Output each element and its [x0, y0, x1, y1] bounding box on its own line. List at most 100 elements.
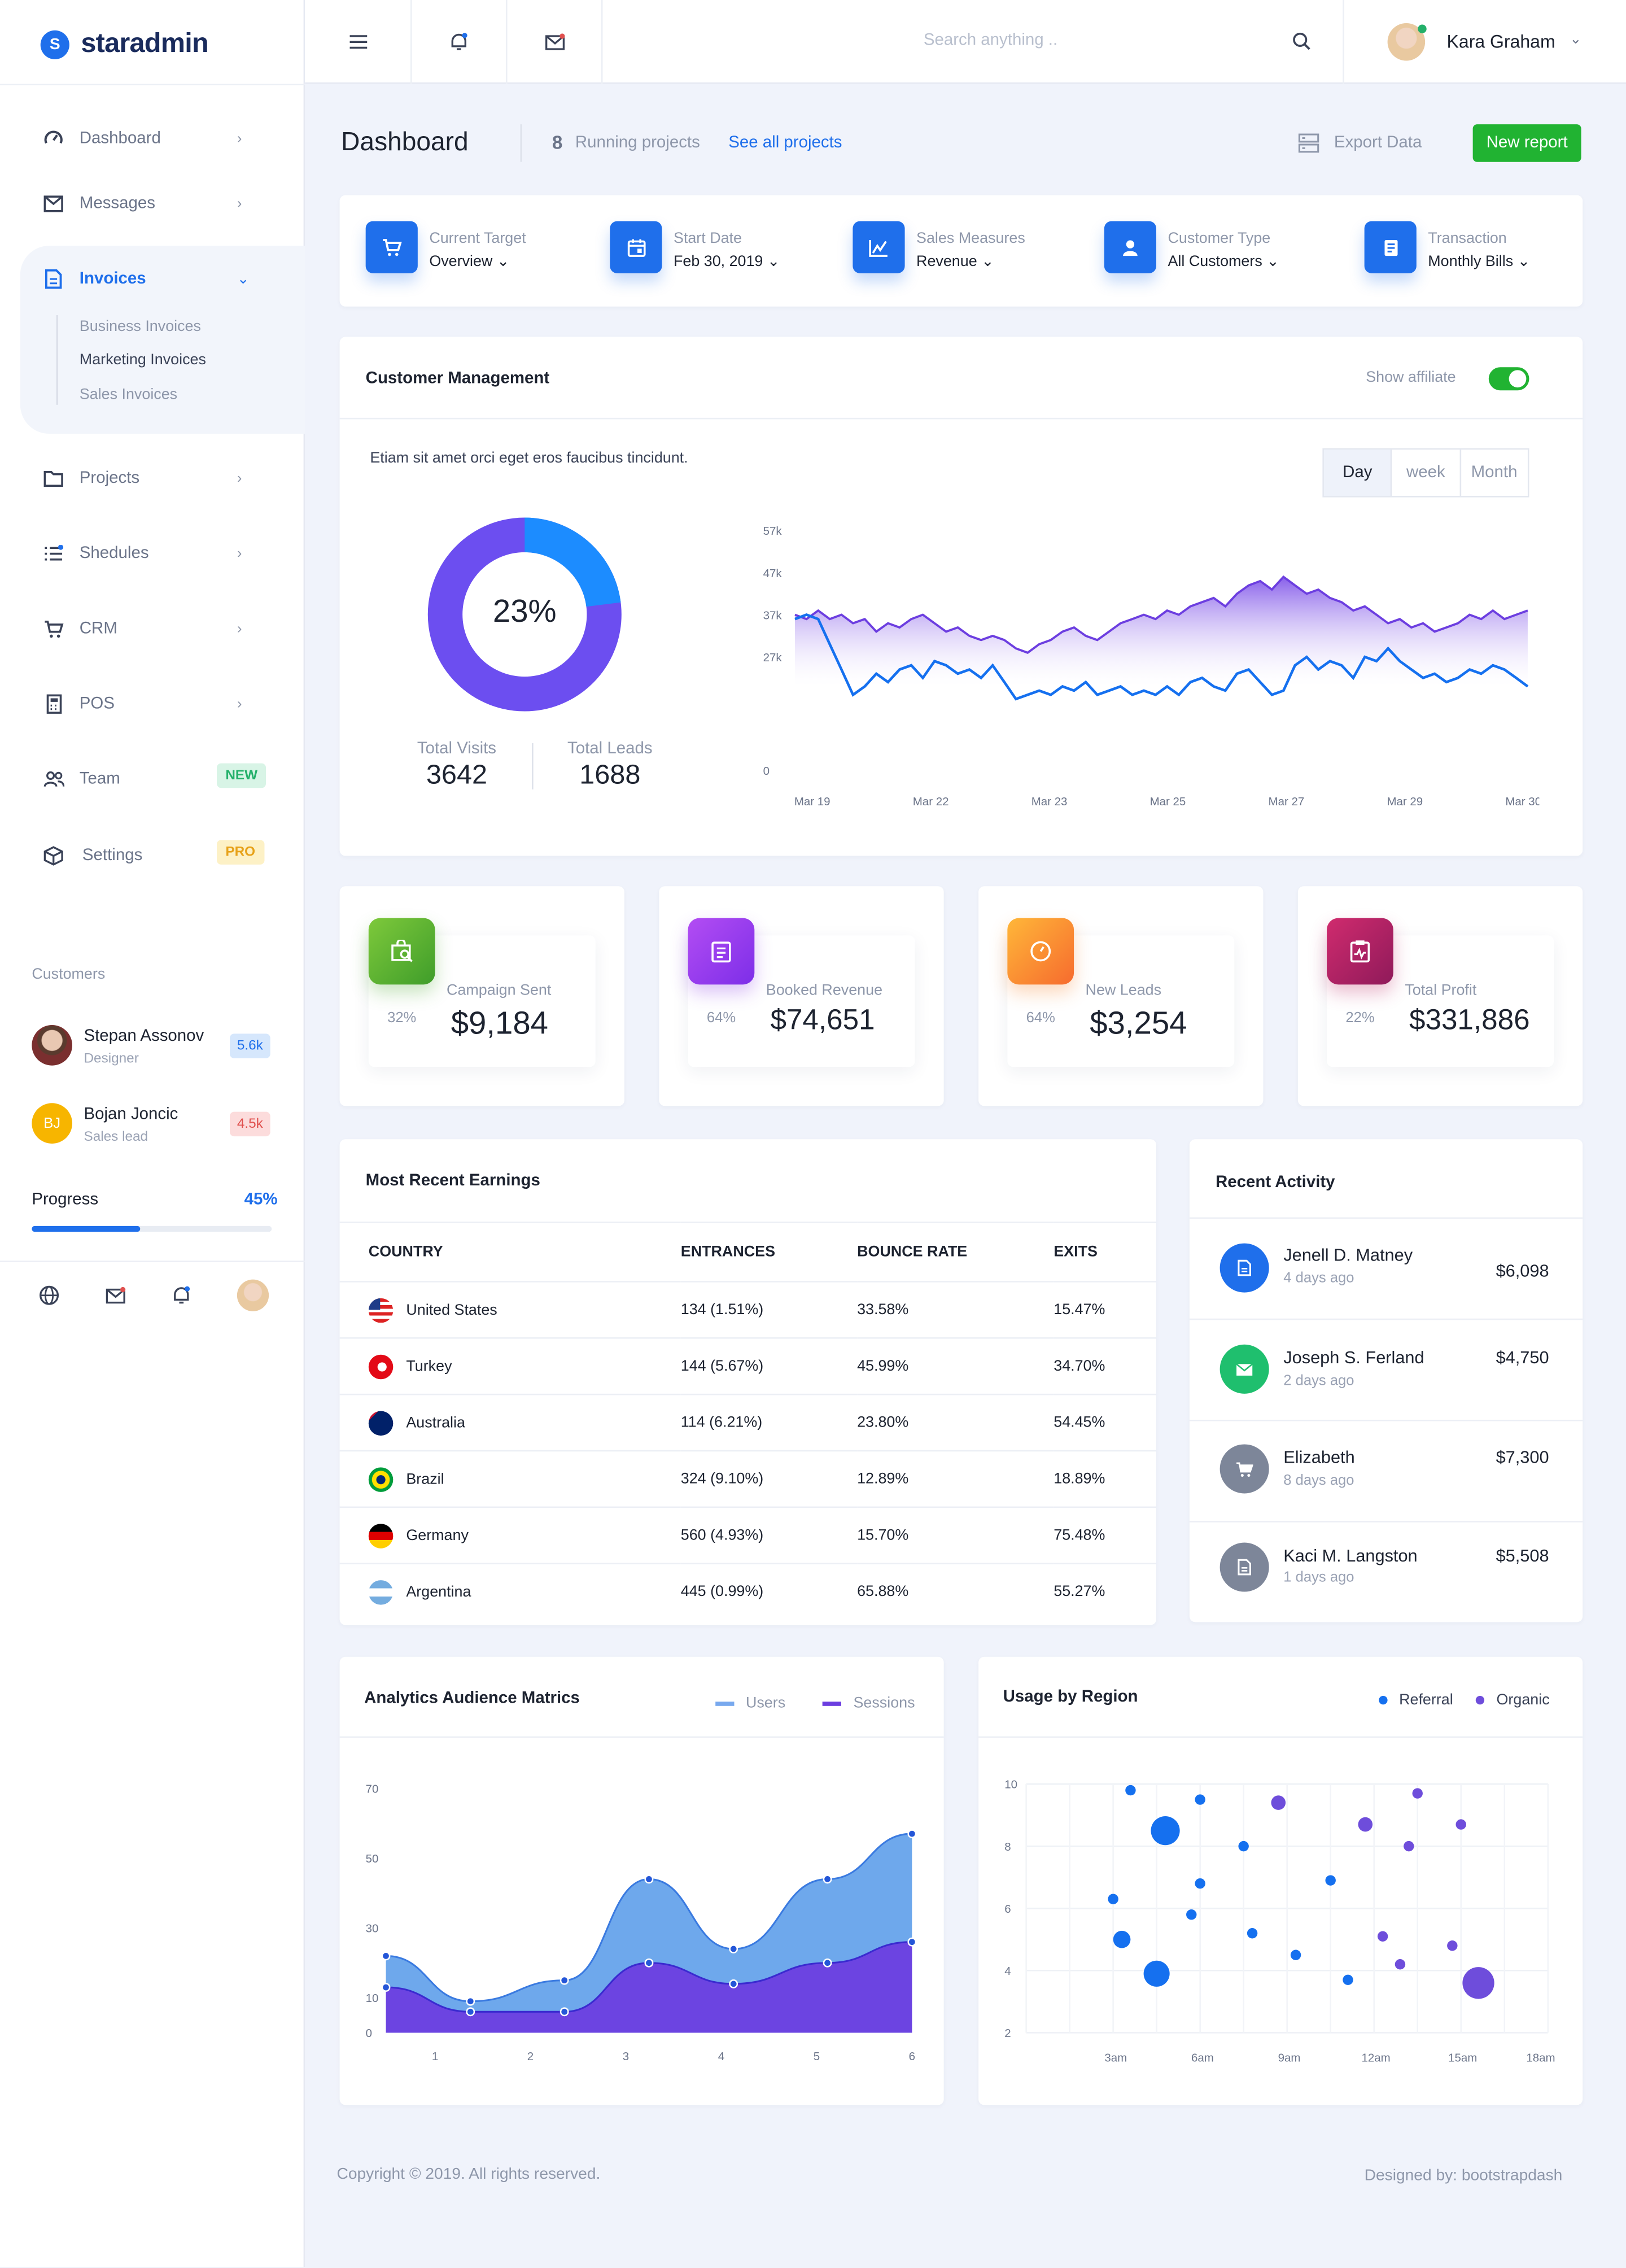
- total-leads-value: 1688: [579, 760, 641, 791]
- stat-label: Current Target: [429, 230, 526, 247]
- table-row[interactable]: Australia 114 (6.21%) 23.80% 54.45%: [339, 1394, 1156, 1452]
- search-input[interactable]: Search anything ..: [923, 32, 1058, 50]
- tab-week[interactable]: week: [1392, 450, 1461, 496]
- tab-day[interactable]: Day: [1323, 450, 1393, 496]
- notifications-button[interactable]: [412, 0, 508, 84]
- table-row[interactable]: United States 134 (1.51%) 33.58% 15.47%: [339, 1281, 1156, 1339]
- bell-icon[interactable]: [172, 1285, 195, 1309]
- table-row[interactable]: Turkey 144 (5.67%) 45.99% 34.70%: [339, 1338, 1156, 1395]
- column-header[interactable]: ENTRANCES: [680, 1222, 858, 1283]
- entrances-cell: 144 (5.67%): [680, 1338, 858, 1395]
- new-report-button[interactable]: New report: [1472, 124, 1581, 162]
- y-tick-label: 70: [366, 1782, 379, 1795]
- data-point: [1412, 1788, 1423, 1799]
- note-icon: [688, 918, 755, 985]
- x-tick-label: Mar 22: [913, 795, 949, 808]
- mail-icon[interactable]: [106, 1285, 129, 1309]
- sidebar-item-shedules[interactable]: Shedules ›: [0, 535, 305, 573]
- sidebar-item-projects[interactable]: Projects ›: [0, 460, 305, 498]
- chevron-down-icon[interactable]: ⌄: [1570, 32, 1582, 48]
- y-tick-label: 57k: [763, 525, 783, 538]
- customer-count-badge: 4.5k: [230, 1111, 270, 1137]
- menu-toggle[interactable]: [305, 0, 412, 84]
- sidebar-item-messages[interactable]: Messages ›: [0, 185, 305, 223]
- usage-scatter-chart: 2 4 6 8 10 3am 6am 9am 12am 15am 18am: [1004, 1778, 1555, 2065]
- kpi-label: New Leads: [1085, 982, 1162, 999]
- submenu-sales-invoices[interactable]: Sales Invoices: [79, 386, 178, 404]
- customer-count-badge: 5.6k: [230, 1033, 270, 1058]
- y-tick-label: 50: [366, 1852, 379, 1865]
- activity-item[interactable]: Joseph S. Ferland 2 days ago $4,750: [1189, 1320, 1583, 1421]
- activity-item[interactable]: Jenell D. Matney 4 days ago $6,098: [1189, 1219, 1583, 1320]
- kpi-value: $3,254: [1090, 1005, 1187, 1041]
- legend-swatch: [1379, 1695, 1388, 1705]
- activity-item[interactable]: Kaci M. Langston 1 days ago $5,508: [1190, 1523, 1583, 1624]
- timer-icon: [1007, 918, 1074, 985]
- country-name: Australia: [406, 1414, 465, 1431]
- activity-item[interactable]: Elizabeth 8 days ago $7,300: [1189, 1421, 1583, 1523]
- globe-icon[interactable]: [39, 1285, 62, 1309]
- y-tick-label: 0: [763, 765, 770, 778]
- user-name[interactable]: Kara Graham: [1446, 32, 1555, 53]
- table-row[interactable]: Germany 560 (4.93%) 15.70% 75.48%: [339, 1507, 1156, 1564]
- column-header[interactable]: EXITS: [1054, 1222, 1156, 1283]
- submenu-business-invoices[interactable]: Business Invoices: [79, 318, 201, 335]
- sidebar-item-dashboard[interactable]: Dashboard ›: [0, 120, 305, 158]
- chart-icon: [853, 221, 905, 273]
- sidebar-item-crm[interactable]: CRM ›: [0, 610, 305, 648]
- avatar[interactable]: [237, 1279, 269, 1311]
- y-tick-label: 37k: [763, 609, 783, 622]
- customer-management-card: [339, 337, 1583, 856]
- data-point: [381, 1983, 391, 1992]
- online-indicator: [1418, 24, 1427, 33]
- series-line: [794, 613, 1529, 701]
- customer-item[interactable]: BJ Bojan Joncic Sales lead 4.5k: [32, 1103, 277, 1152]
- y-tick-label: 47k: [763, 567, 783, 580]
- chevron-right-icon: ›: [237, 195, 242, 212]
- avatar: BJ: [32, 1103, 72, 1144]
- search-icon[interactable]: [1292, 32, 1311, 58]
- running-projects-count: 8: [552, 131, 563, 154]
- submenu-marketing-invoices[interactable]: Marketing Invoices: [79, 351, 206, 369]
- clipboard-pulse-icon: [1327, 918, 1393, 985]
- legend-swatch: [1476, 1695, 1485, 1705]
- chevron-right-icon: ›: [237, 546, 242, 562]
- country-name: United States: [406, 1301, 497, 1319]
- see-all-projects-link[interactable]: See all projects: [728, 134, 842, 152]
- messages-button[interactable]: [508, 0, 603, 84]
- sidebar-item-pos[interactable]: POS ›: [0, 685, 305, 723]
- data-point: [1108, 1894, 1118, 1904]
- legend-label: Organic: [1496, 1691, 1550, 1709]
- series-area: [795, 577, 1528, 687]
- data-point: [1113, 1930, 1131, 1948]
- divider: [0, 84, 305, 86]
- sidebar-item-invoices[interactable]: Invoices ⌄: [0, 260, 305, 298]
- divider: [532, 743, 534, 790]
- tab-month[interactable]: Month: [1471, 464, 1518, 482]
- sidebar-item-settings[interactable]: Settings: [0, 837, 305, 875]
- legend-swatch: [715, 1700, 735, 1706]
- column-header[interactable]: COUNTRY: [339, 1222, 681, 1283]
- mail-icon: [544, 33, 565, 50]
- export-data-button[interactable]: Export Data: [1298, 133, 1422, 154]
- y-tick-label: 8: [1004, 1840, 1011, 1853]
- earnings-title: Most Recent Earnings: [365, 1172, 540, 1190]
- folder-icon: [42, 467, 65, 490]
- customer-item[interactable]: Stepan Assonov Designer 5.6k: [32, 1025, 277, 1074]
- brand-logo[interactable]: S staradmin: [40, 29, 209, 60]
- country-name: Germany: [406, 1526, 469, 1544]
- data-point: [1404, 1840, 1414, 1852]
- table-row[interactable]: Brazil 324 (9.10%) 12.89% 18.89%: [339, 1450, 1156, 1508]
- customers-title: Customers: [32, 966, 106, 983]
- sidebar-item-team[interactable]: Team: [0, 761, 305, 799]
- column-header[interactable]: BOUNCE RATE: [857, 1222, 1054, 1283]
- data-point: [560, 1975, 569, 1985]
- x-tick-label: Mar 19: [794, 795, 831, 808]
- show-affiliate-toggle[interactable]: [1488, 367, 1529, 391]
- data-point: [1290, 1949, 1301, 1960]
- users-icon: [42, 767, 65, 791]
- table-row[interactable]: Argentina 445 (0.99%) 65.88% 55.27%: [340, 1564, 1156, 1620]
- us-flag-icon: [368, 1297, 394, 1323]
- kpi-value: $9,184: [451, 1005, 548, 1041]
- pro-badge: PRO: [217, 840, 264, 865]
